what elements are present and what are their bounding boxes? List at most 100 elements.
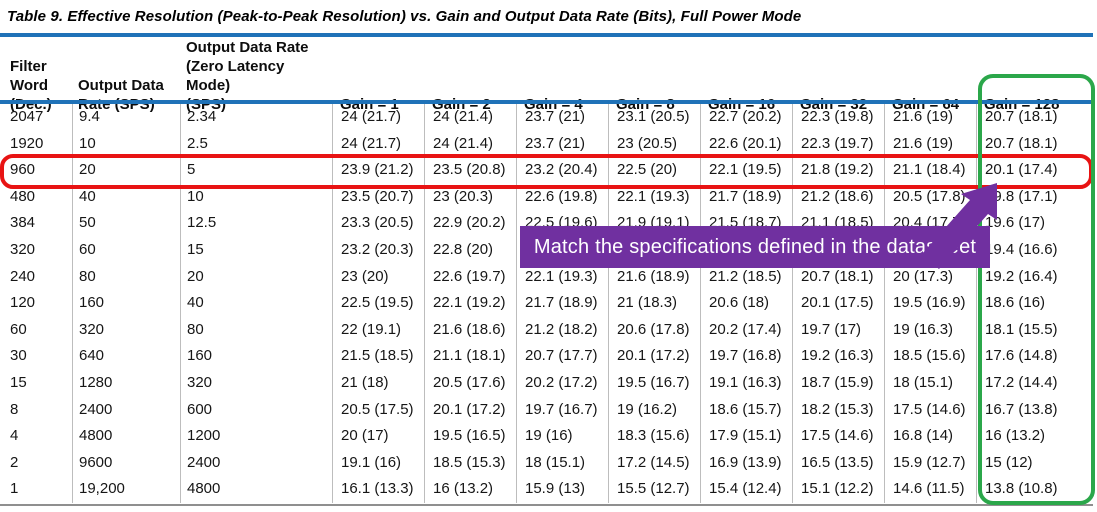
table-cell: 24 (21.7) [332, 104, 424, 131]
table-cell: 24 (21.4) [424, 104, 516, 131]
table-cell [516, 236, 608, 264]
table-cell: 19.6 (17) [976, 210, 1093, 237]
table-cell: 10 [180, 183, 332, 211]
table-cell: 20.1 (17.2) [608, 343, 700, 370]
table-cell: 21.6 (18.9) [608, 263, 700, 291]
table-cell: 20.1 (17.2) [424, 396, 516, 424]
row-header-cell: 1920 [10, 134, 44, 152]
table-cell: 22.1 (19.5) [700, 157, 792, 184]
table-cell: 19.2 (16.4) [976, 263, 1093, 291]
table-cell: 21.1 (18.1) [424, 343, 516, 370]
table-cell: 160 [72, 290, 180, 317]
table-body: 2047 9.4 2.34 24 (21.7) 24 (21.4) 23.7 (21) 23… [0, 104, 1093, 503]
table-cell: 20.5 (17.6) [424, 369, 516, 397]
table-cell: 320 [180, 369, 332, 397]
table-cell: 16 (13.2) [424, 476, 516, 503]
table-cell: 19,200 [72, 476, 180, 503]
table-cell: 19 (16) [516, 423, 608, 450]
table-cell: 20.7 (18.1) [976, 130, 1093, 158]
table-cell: 4800 [72, 423, 180, 450]
table-cell: 2.34 [180, 104, 332, 131]
table-cell: 23 (20) [332, 263, 424, 291]
table-cell: 21.2 (18.5) [700, 263, 792, 291]
table-cell: 22.3 (19.7) [792, 130, 884, 158]
table-cell: 21.7 (18.9) [700, 183, 792, 211]
table-cell: 16.9 (13.9) [700, 449, 792, 477]
table-cell: 21.6 (18.6) [424, 316, 516, 344]
table-cell: 22.7 (20.2) [700, 104, 792, 131]
row-header-cell: 8 [10, 400, 19, 418]
table-cell: 18.5 (15.3) [424, 449, 516, 477]
table-cell: 22.1 (19.3) [516, 263, 608, 291]
table-cell: 21.1 (18.4) [884, 157, 976, 184]
table-cell: 160 [180, 343, 332, 370]
table-cell: 16.5 (13.5) [792, 449, 884, 477]
table-cell: 20.1 (17.4) [976, 157, 1093, 184]
row-header-cell: 2047 [10, 108, 44, 125]
table-cell: 15 (12) [976, 449, 1093, 477]
table-cell: 18.6 (16) [976, 290, 1093, 317]
row-header-cell: 60 [10, 320, 27, 338]
table-cell: 9600 [72, 449, 180, 477]
table-cell: 4800 [180, 476, 332, 503]
table-cell: 15.9 (12.7) [884, 449, 976, 477]
table-cell: 19.5 (16.9) [884, 290, 976, 317]
table-cell: 20.6 (18) [700, 290, 792, 317]
table-cell: 19.4 (16.6) [976, 236, 1093, 264]
table-cell: 18.1 (15.5) [976, 316, 1093, 344]
table-cell: 23.1 (20.5) [608, 104, 700, 131]
table-cell: 15.5 (12.7) [608, 476, 700, 503]
table-cell: 18 (15.1) [884, 369, 976, 397]
table-cell: 22.6 (20.1) [700, 130, 792, 158]
table-cell: 21.8 (19.2) [792, 157, 884, 184]
table-cell: 14.6 (11.5) [884, 476, 976, 503]
table-cell: 20 (17.3) [884, 263, 976, 291]
table-cell: 19.8 (17.1) [976, 183, 1093, 211]
table-cell: 20.5 (17.5) [332, 396, 424, 424]
table-cell: 16.1 (13.3) [332, 476, 424, 503]
row-header-cell: 120 [10, 294, 36, 312]
table-cell: 20.5 (17.8) [884, 183, 976, 211]
table-cell: 12.5 [180, 210, 332, 237]
table-cell: 15 [180, 236, 332, 264]
table-bottom-rule [0, 504, 1093, 506]
table-top-rule [0, 33, 1093, 37]
row-header-cell: 2 [10, 453, 19, 471]
table-cell: 21.2 (18.6) [792, 183, 884, 211]
table-cell: 23.7 (21) [516, 104, 608, 131]
table-cell: 19.5 (16.7) [608, 369, 700, 397]
table-cell: 22.1 (19.3) [608, 183, 700, 211]
table-cell: 19.1 (16.3) [700, 369, 792, 397]
row-header-cell: 960 [10, 161, 36, 179]
table-cell: 24 (21.4) [424, 130, 516, 158]
table-cell: 19.7 (16.8) [700, 343, 792, 370]
table-cell: 17.9 (15.1) [700, 423, 792, 450]
row-header-cell: 30 [10, 347, 27, 365]
table-cell: 21.7 (18.9) [516, 290, 608, 317]
table-cell: 16.8 (14) [884, 423, 976, 450]
table-cell: 9.4 [72, 104, 180, 131]
table-cell: 15.9 (13) [516, 476, 608, 503]
table-cell: 23.2 (20.3) [332, 236, 424, 264]
table-cell: 21 (18.3) [608, 290, 700, 317]
table-cell: 20.7 (18.1) [792, 263, 884, 291]
table-cell: 60 [72, 236, 180, 264]
table-cell: 600 [180, 396, 332, 424]
table-cell: 50 [72, 210, 180, 237]
table-cell: 20 [72, 157, 180, 184]
table-cell: 17.5 (14.6) [792, 423, 884, 450]
table-cell: 19 (16.3) [884, 316, 976, 344]
annotation-note-text: Match the specifications defined in the … [533, 235, 977, 258]
table-cell: 40 [180, 290, 332, 317]
table-cell: 320 [72, 316, 180, 344]
table-cell: 23.5 (20.8) [424, 157, 516, 184]
table-cell: 22.5 (20) [608, 157, 700, 184]
table-cell: 18.3 (15.6) [608, 423, 700, 450]
table-cell: 640 [72, 343, 180, 370]
table-cell: 21.5 (18.5) [332, 343, 424, 370]
table-cell: 2400 [180, 449, 332, 477]
table-cell: 80 [180, 316, 332, 344]
table-cell: 23 (20.3) [424, 183, 516, 211]
table-cell: 21 (18) [332, 369, 424, 397]
